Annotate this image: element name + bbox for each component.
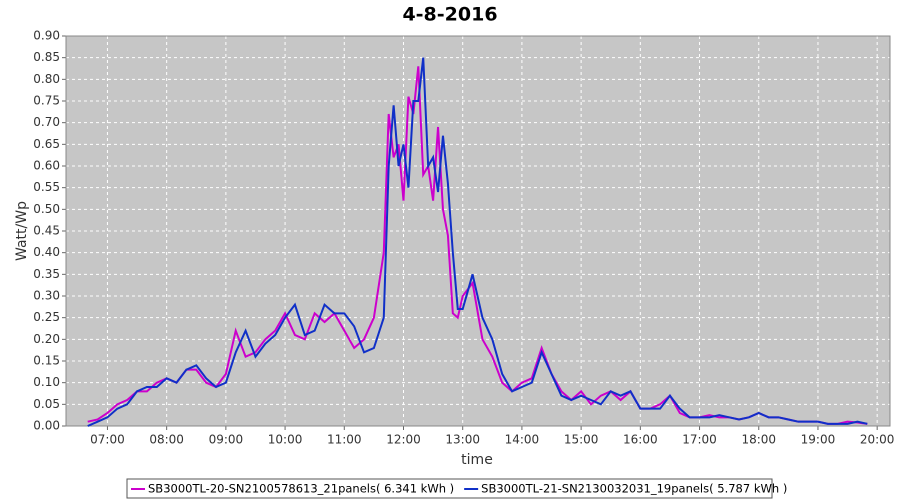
x-tick-label: 10:00 [268,433,303,447]
y-axis-label: Watt/Wp [14,201,30,261]
x-tick-label: 13:00 [445,433,480,447]
x-tick-label: 12:00 [386,433,421,447]
x-tick-label: 19:00 [801,433,836,447]
y-tick-label: 0.60 [33,159,60,173]
y-tick-label: 0.70 [33,115,60,129]
x-tick-label: 08:00 [149,433,184,447]
y-tick-label: 0.75 [33,94,60,108]
y-tick-label: 0.35 [33,267,60,281]
legend-label: SB3000TL-21-SN2130032031_19panels( 5.787… [481,482,787,496]
y-tick-label: 0.40 [33,245,60,259]
chart-title: 4-8-2016 [402,4,497,26]
y-tick-label: 0.20 [33,332,60,346]
x-axis-label: time [461,452,493,468]
x-tick-label: 15:00 [564,433,599,447]
y-tick-label: 0.30 [33,289,60,303]
x-tick-label: 17:00 [682,433,717,447]
y-tick-label: 0.45 [33,224,60,238]
y-tick-label: 0.10 [33,375,60,389]
x-tick-label: 09:00 [209,433,244,447]
y-tick-label: 0.15 [33,354,60,368]
y-tick-label: 0.00 [33,419,60,433]
x-tick-label: 18:00 [741,433,776,447]
y-tick-label: 0.05 [33,397,60,411]
legend [126,478,773,499]
series-line [87,57,868,427]
x-tick-label: 16:00 [623,433,658,447]
x-tick-label: 07:00 [90,433,125,447]
x-tick-label: 14:00 [505,433,540,447]
legend-label: SB3000TL-20-SN2100578613_21panels( 6.341… [148,482,454,496]
y-tick-label: 0.85 [33,50,60,64]
y-tick-label: 0.65 [33,137,60,151]
x-tick-label: 20:00 [860,433,895,447]
x-tick-label: 11:00 [327,433,362,447]
series-line [87,66,868,425]
y-tick-label: 0.80 [33,72,60,86]
y-tick-label: 0.90 [33,29,60,43]
y-tick-label: 0.50 [33,202,60,216]
y-tick-label: 0.25 [33,310,60,324]
plot-border [65,35,891,427]
y-tick-label: 0.55 [33,180,60,194]
